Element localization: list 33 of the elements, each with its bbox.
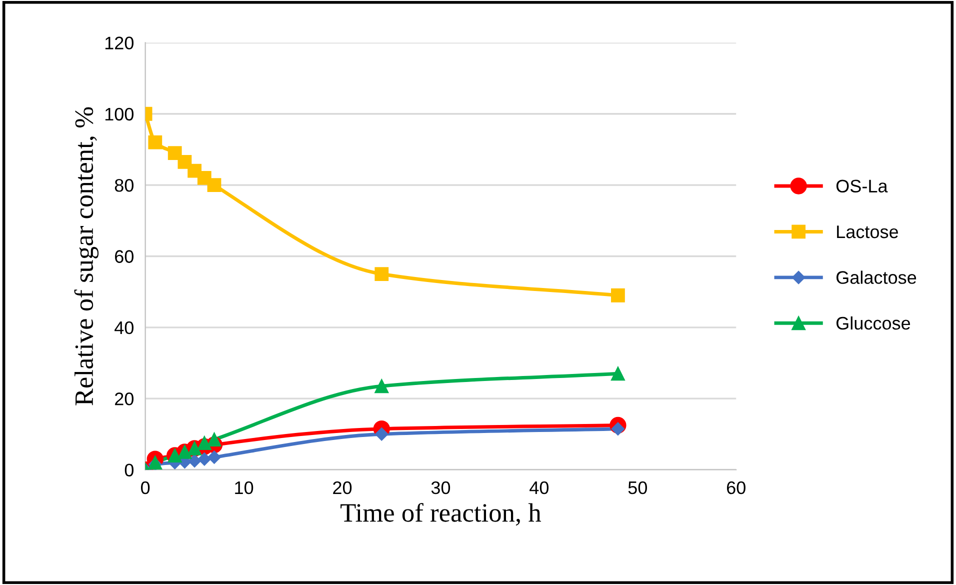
- y-tick-label: 120: [105, 36, 134, 50]
- x-axis-title: Time of reaction, h: [340, 502, 542, 526]
- x-tick-label: 10: [235, 481, 254, 494]
- point: [611, 288, 625, 302]
- x-tick-label: 20: [333, 481, 352, 494]
- x-tick-label: 40: [530, 481, 549, 494]
- y-tick-label: 40: [114, 321, 134, 334]
- y-tick-label: 20: [115, 392, 134, 406]
- legend-label: OS-La: [836, 180, 888, 192]
- x-tick-label: 0: [140, 481, 150, 494]
- point: [611, 422, 625, 436]
- point: [198, 452, 211, 466]
- legend-label: Galactose: [836, 270, 916, 284]
- x-tick-label: 30: [431, 481, 450, 494]
- point: [207, 178, 222, 192]
- point: [207, 432, 222, 446]
- legend-label: Gluccose: [836, 316, 910, 330]
- point: [374, 267, 389, 281]
- legend-label: Lactose: [837, 226, 898, 238]
- x-tick-label: 60: [726, 481, 746, 494]
- y-tick-label: 80: [114, 178, 134, 192]
- y-tick-label: 100: [105, 108, 134, 121]
- point: [208, 450, 221, 464]
- point: [148, 135, 162, 150]
- y-axis-title: Relative of sugar content, %: [74, 107, 99, 406]
- y-tick-label: 60: [115, 250, 134, 263]
- point: [188, 454, 202, 468]
- y-tick-label: 0: [124, 464, 134, 476]
- point: [374, 379, 389, 394]
- point: [197, 436, 212, 450]
- x-tick-label: 50: [628, 481, 647, 494]
- point: [611, 366, 625, 381]
- point: [168, 146, 182, 160]
